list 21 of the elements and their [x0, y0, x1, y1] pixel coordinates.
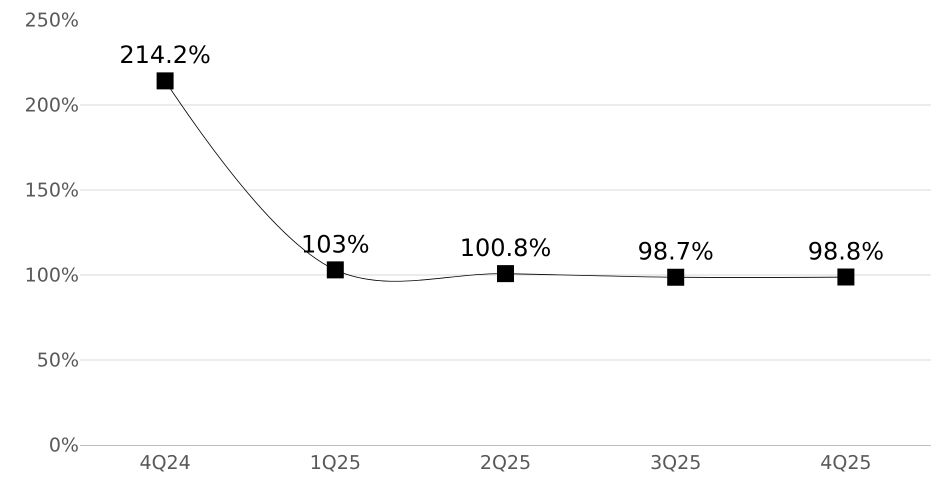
y-tick-label: 50%: [36, 350, 79, 372]
point: [156, 72, 174, 90]
y-tick-label: 200%: [24, 94, 79, 117]
data-label: 100.8%: [460, 234, 552, 262]
x-tick-label: 3Q25: [650, 452, 702, 474]
y-tick-label: 250%: [24, 10, 79, 32]
point: [667, 268, 684, 286]
x-tick-label: 1Q25: [310, 452, 361, 474]
data-label: 98.7%: [638, 238, 714, 266]
y-tick-label: 150%: [24, 180, 79, 202]
x-tick-label: 4Q24: [139, 452, 191, 474]
data-label: 98.8%: [808, 237, 884, 266]
point: [497, 265, 514, 282]
data-label: 103%: [300, 230, 370, 258]
y-tick-label: 0%: [48, 434, 79, 457]
point: [326, 261, 344, 278]
x-tick-label: 2Q25: [480, 452, 532, 474]
x-tick-label: 4Q25: [820, 452, 872, 474]
y-tick-label: 100%: [24, 264, 79, 287]
data-label: 214.2%: [119, 41, 211, 70]
point: [837, 268, 854, 286]
